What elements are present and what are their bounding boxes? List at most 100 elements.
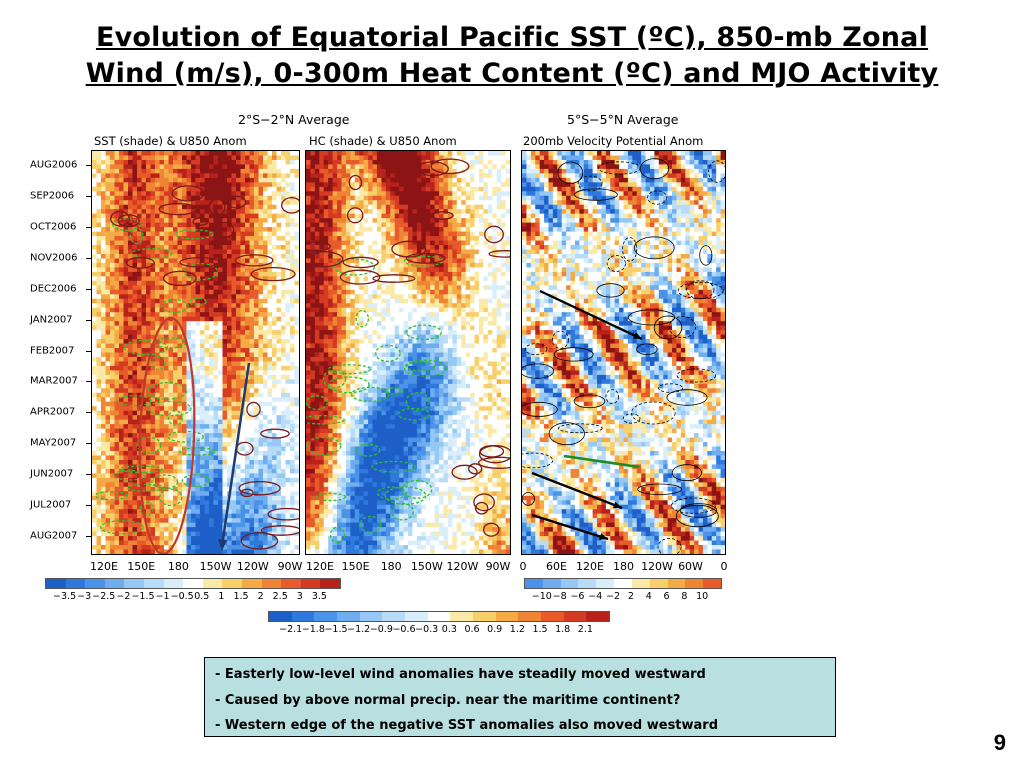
heatmap-cell xyxy=(204,213,210,219)
heatmap-cell xyxy=(209,352,215,358)
heatmap-cell xyxy=(306,209,312,215)
heatmap-cell xyxy=(285,303,291,309)
heatmap-cell xyxy=(146,374,152,380)
heatmap-cell xyxy=(294,231,299,237)
heatmap-cell xyxy=(114,540,120,546)
heatmap-cell xyxy=(182,504,188,510)
heatmap-cell xyxy=(345,191,351,197)
heatmap-cell xyxy=(146,451,152,457)
heatmap-cell xyxy=(456,213,462,219)
heatmap-cell xyxy=(92,285,98,291)
heatmap-cell xyxy=(123,182,129,188)
heatmap-cell xyxy=(146,168,152,174)
heatmap-cell xyxy=(236,459,242,466)
y-tick-label: MAR2007 xyxy=(30,375,78,387)
heatmap-cell xyxy=(263,258,269,264)
heatmap-cell xyxy=(119,428,125,434)
heatmap-cell xyxy=(276,298,282,304)
heatmap-cell xyxy=(290,406,296,412)
heatmap-cell xyxy=(173,509,179,515)
heatmap-cell xyxy=(350,159,356,166)
heatmap-cell xyxy=(191,509,197,515)
heatmap-cell xyxy=(249,173,255,179)
heatmap-cell xyxy=(213,159,219,166)
heatmap-cell xyxy=(177,280,183,286)
heatmap-cell xyxy=(173,191,179,197)
heatmap-cell xyxy=(186,536,192,542)
heatmap-cell xyxy=(285,245,291,251)
heatmap-cell xyxy=(487,182,493,188)
heatmap-cell xyxy=(294,285,299,291)
heatmap-cell xyxy=(263,289,269,295)
heatmap-cell xyxy=(290,240,296,246)
heatmap-cell xyxy=(150,249,156,255)
heatmap-cell xyxy=(425,155,431,161)
heatmap-cell xyxy=(110,334,116,340)
heatmap-cell xyxy=(186,459,192,466)
westerly-contour xyxy=(214,221,235,239)
heatmap-cell xyxy=(267,236,273,242)
heatmap-cell xyxy=(173,388,179,394)
heatmap-cell xyxy=(276,209,282,215)
heatmap-cell xyxy=(119,509,125,515)
heatmap-cell xyxy=(177,419,183,425)
heatmap-cell xyxy=(150,459,156,466)
heatmap-cell xyxy=(146,334,152,340)
heatmap-cell xyxy=(137,491,143,497)
heatmap-cell xyxy=(285,522,291,528)
heatmap-cell xyxy=(394,186,400,192)
heatmap-cell xyxy=(434,151,440,157)
westerly-contour xyxy=(208,198,226,216)
heatmap-cell xyxy=(222,451,228,457)
heatmap-cell xyxy=(249,231,255,237)
heatmap-cell xyxy=(96,451,102,457)
heatmap-cell xyxy=(267,549,273,554)
heatmap-cell xyxy=(177,271,183,277)
heatmap-cell xyxy=(110,424,116,430)
heatmap-cell xyxy=(372,186,378,192)
heatmap-cell xyxy=(123,213,129,219)
heatmap-cell xyxy=(263,352,269,358)
heatmap-cell xyxy=(294,442,299,448)
heatmap-cell xyxy=(294,168,299,174)
heatmap-cell xyxy=(182,271,188,277)
heatmap-cell xyxy=(465,177,471,183)
heatmap-cell xyxy=(267,307,273,313)
heatmap-cell xyxy=(272,227,278,233)
heatmap-cell xyxy=(105,379,111,385)
heatmap-cell xyxy=(218,186,224,192)
heatmap-cell xyxy=(213,531,219,537)
heatmap-cell xyxy=(258,298,264,304)
heatmap-cell xyxy=(137,383,143,389)
heatmap-cell xyxy=(272,316,278,322)
heatmap-cell xyxy=(222,218,228,224)
westerly-contour xyxy=(179,256,221,268)
heatmap-cell xyxy=(276,451,282,457)
heatmap-cell xyxy=(155,316,161,322)
heatmap-cell xyxy=(281,428,287,434)
heatmap-cell xyxy=(114,486,120,492)
heatmap-cell xyxy=(421,173,427,179)
heatmap-cell xyxy=(249,271,255,277)
heatmap-cell xyxy=(337,164,343,170)
heatmap-cell xyxy=(128,267,134,273)
heatmap-cell xyxy=(245,522,251,528)
heatmap-cell xyxy=(290,267,296,273)
heatmap-cell xyxy=(105,173,111,179)
heatmap-cell xyxy=(204,370,210,376)
heatmap-cell xyxy=(218,155,224,161)
heatmap-cell xyxy=(290,294,296,300)
heatmap-cell xyxy=(173,151,179,157)
heatmap-cell xyxy=(164,258,170,264)
heatmap-cell xyxy=(341,151,347,157)
sst-heatmap-panel xyxy=(91,150,300,555)
heatmap-cell xyxy=(236,370,242,376)
heatmap-cell xyxy=(341,164,347,170)
heatmap-cell xyxy=(195,249,201,255)
heatmap-cell xyxy=(240,280,246,286)
heatmap-cell xyxy=(505,204,510,210)
heatmap-cell xyxy=(92,446,98,452)
heatmap-cell xyxy=(281,177,287,183)
heatmap-cell xyxy=(105,410,111,416)
heatmap-cell xyxy=(200,446,206,452)
